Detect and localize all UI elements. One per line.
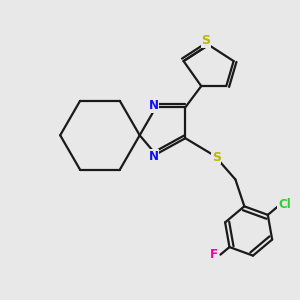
Text: F: F	[210, 248, 218, 261]
Text: S: S	[212, 151, 221, 164]
Text: S: S	[201, 34, 210, 47]
Text: N: N	[148, 150, 158, 163]
Text: N: N	[148, 99, 158, 112]
Text: Cl: Cl	[278, 198, 291, 212]
